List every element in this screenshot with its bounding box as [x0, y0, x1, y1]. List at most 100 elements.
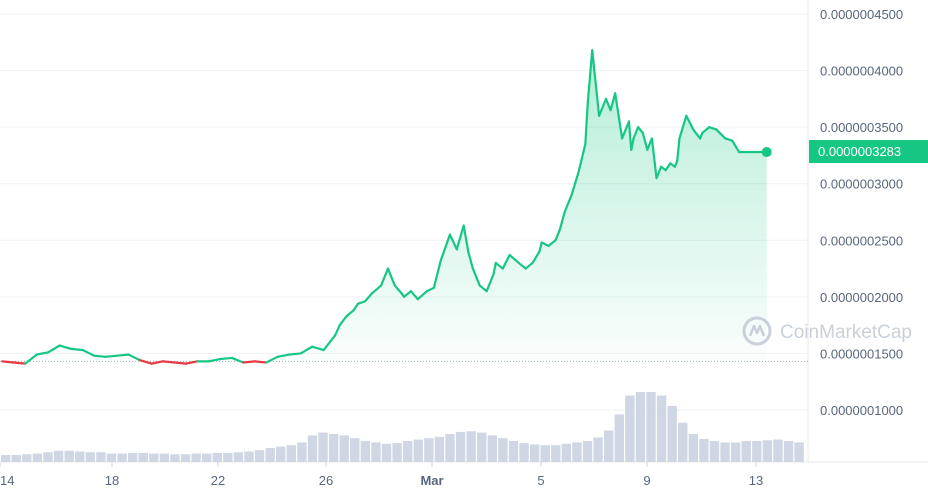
price-line-segment [24, 353, 38, 365]
volume-bar [741, 441, 751, 462]
volume-bar [614, 414, 624, 462]
y-tick-label: 0.0000002500 [820, 233, 903, 248]
x-tick-label: 5 [537, 473, 544, 488]
price-line-segment [70, 347, 84, 352]
volume-bar [244, 451, 254, 462]
volume-bar [572, 442, 582, 462]
price-line-segment [253, 360, 268, 364]
price-line-segment [47, 344, 61, 354]
price-line-segment [604, 97, 612, 112]
y-axis: 0.0000004500 0.0000004000 0.0000003500 0.00… [820, 7, 903, 418]
price-line-segment [538, 241, 543, 253]
volume-bar [656, 395, 667, 462]
volume-bar [720, 442, 730, 462]
volume-bars [1, 392, 804, 462]
price-line-segment [586, 49, 594, 106]
volume-bar [11, 455, 21, 462]
price-line-segment [370, 284, 383, 295]
price-line-segment [547, 239, 557, 248]
price-line-segment [708, 126, 718, 131]
price-line-segment [322, 334, 337, 352]
volume-bar [32, 453, 43, 462]
x-tick-label: 22 [211, 473, 225, 488]
price-line-segment [501, 253, 511, 270]
price-line-segment [416, 290, 429, 301]
volume-bar [403, 441, 413, 462]
price-line-segment [58, 344, 73, 351]
price-line-segment [664, 162, 672, 172]
price-line-segment [701, 126, 711, 134]
price-line-segment [115, 353, 130, 357]
volume-bar [635, 392, 646, 462]
price-line-segment [345, 309, 355, 318]
volume-bar [445, 434, 455, 462]
volume-bar [117, 453, 127, 462]
volume-bar [328, 434, 339, 462]
y-tick-label: 0.0000003000 [820, 177, 903, 192]
x-tick-label: 13 [749, 473, 763, 488]
volume-bar [424, 438, 434, 462]
volume-bar [561, 443, 572, 462]
volume-bar [371, 442, 381, 462]
price-line-segment [363, 292, 373, 303]
price-line-segment [655, 165, 663, 180]
price-line-segment [650, 137, 658, 180]
volume-bar [625, 395, 635, 462]
volume-bar [519, 443, 529, 462]
price-line-segment [570, 171, 580, 197]
price-line-segment [678, 114, 688, 140]
volume-bar [339, 435, 349, 462]
volume-bar [286, 445, 297, 462]
volume-bar [434, 436, 445, 462]
price-line-segment [731, 139, 741, 154]
x-tick-label: 9 [643, 473, 650, 488]
price-line-segment [184, 360, 199, 365]
current-price-tag: 0.0000003283 [809, 140, 928, 163]
price-line-segment [265, 355, 279, 364]
volume-bar [540, 445, 550, 462]
price-line-segment [591, 49, 601, 117]
price-line-segment [630, 137, 635, 151]
price-line-segment [517, 261, 527, 270]
price-line-segment [356, 300, 367, 305]
price-line-segment [409, 290, 419, 301]
price-line-segment [637, 126, 644, 134]
volume-bar [1, 455, 11, 462]
volume-bar [127, 452, 138, 462]
price-line-segment [467, 250, 474, 270]
volume-bar [529, 444, 540, 462]
volume-bar [667, 406, 677, 462]
volume-bar [752, 441, 762, 462]
price-line-segment [386, 267, 396, 287]
watermark-text: CoinMarketCap [780, 322, 912, 343]
volume-bar [508, 441, 519, 462]
price-line-segment [455, 224, 465, 251]
price-line-segment [230, 356, 245, 364]
volume-bar [773, 439, 783, 462]
price-line-segment [540, 241, 550, 248]
price-line-segment [508, 253, 520, 265]
volume-bar [53, 450, 64, 462]
volume-bar [149, 453, 159, 462]
volume-bar [487, 435, 498, 462]
volume-bar [191, 453, 201, 462]
volume-bar [138, 452, 148, 462]
price-line-segment [104, 354, 119, 358]
price-line-segment [563, 193, 573, 214]
price-line-segment [127, 353, 142, 362]
price-line-segment [379, 267, 390, 287]
volume-bar [466, 431, 476, 462]
coinmarketcap-logo-icon [742, 316, 772, 346]
price-line-segment [462, 224, 470, 253]
price-tag-background [809, 140, 928, 163]
price-line-segment [492, 261, 497, 276]
price-line-segment [524, 261, 534, 270]
volume-bar [96, 452, 106, 462]
volume-bar [64, 450, 74, 462]
price-line-segment [93, 354, 107, 358]
price-line-segment [598, 97, 608, 117]
volume-bar [318, 432, 328, 462]
x-axis: 14 18 22 26 Mar 5 9 13 [0, 462, 763, 488]
price-line-segment [448, 233, 458, 251]
volume-bar [106, 453, 117, 462]
